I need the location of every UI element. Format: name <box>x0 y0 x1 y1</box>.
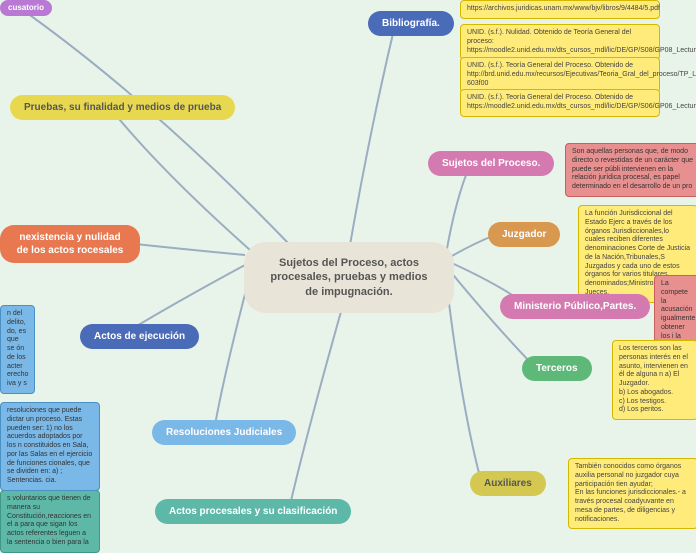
center-node[interactable]: Sujetos del Proceso, actos procesales, p… <box>244 242 454 313</box>
node-actos-procesales[interactable]: Actos procesales y su clasificación <box>155 499 351 524</box>
node-terceros[interactable]: Terceros <box>522 356 592 381</box>
node-resoluciones[interactable]: Resoluciones Judiciales <box>152 420 296 445</box>
detail-bibl1: https://archivos.juridicas.unam.mx/www/b… <box>460 0 660 19</box>
node-ministerio[interactable]: Ministerio Público,Partes. <box>500 294 650 319</box>
node-inexistencia[interactable]: nexistencia y nulidad de los actos roces… <box>0 225 140 263</box>
node-auxiliares[interactable]: Auxiliares <box>470 471 546 496</box>
node-juzgador[interactable]: Juzgador <box>488 222 560 247</box>
node-acusatorio[interactable]: cusatorio <box>0 0 52 16</box>
detail-bibl2: UNID. (s.f.). Nulidad. Obtenido de Teorí… <box>460 24 660 60</box>
detail-auxiliares: También conocidos como órganos auxilia p… <box>568 458 696 529</box>
detail-terceros: Los terceros son las personas interés en… <box>612 340 696 420</box>
detail-bibl3: UNID. (s.f.). Teoría General del Proceso… <box>460 57 660 93</box>
detail-actos-proc: s voluntarios que tienen de manera su Co… <box>0 490 100 553</box>
detail-bibl4: UNID. (s.f.). Teoría General del Proceso… <box>460 89 660 117</box>
node-actos-ejecucion[interactable]: Actos de ejecución <box>80 324 199 349</box>
node-sujetos[interactable]: Sujetos del Proceso. <box>428 151 554 176</box>
node-pruebas[interactable]: Pruebas, su finalidad y medios de prueba <box>10 95 235 120</box>
detail-resoluciones: resoluciones que puede dictar un proceso… <box>0 402 100 491</box>
node-bibliografia[interactable]: Bibliografía. <box>368 11 454 36</box>
detail-actos-ejec: n del delito, do, es que se ón de los ac… <box>0 305 35 394</box>
detail-sujetos: Son aquellas personas que, de modo direc… <box>565 143 696 197</box>
